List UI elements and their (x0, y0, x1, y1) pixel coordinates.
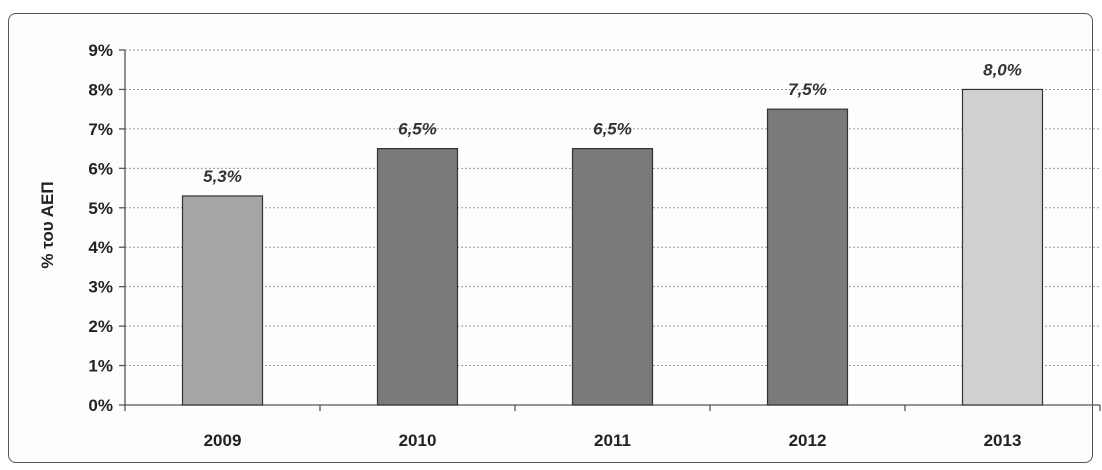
bar-2013 (961, 88, 1044, 406)
y-axis-title: % του ΑΕΠ (38, 181, 57, 268)
data-label-2009: 5,3% (203, 167, 242, 186)
y-tick-label: 3% (88, 278, 113, 297)
data-label-2013: 8,0% (983, 60, 1022, 79)
bar-2009 (181, 195, 264, 406)
y-tick-label: 9% (88, 41, 113, 60)
bar-2011 (571, 148, 654, 406)
y-tick-label: 7% (88, 120, 113, 139)
bar-2010 (376, 148, 459, 406)
x-tick-label-2013: 2013 (984, 431, 1022, 450)
x-tick-label-2010: 2010 (399, 431, 437, 450)
y-tick-label: 2% (88, 317, 113, 336)
data-label-2012: 7,5% (788, 80, 827, 99)
x-tick-label-2011: 2011 (594, 431, 631, 450)
y-tick-label: 8% (88, 80, 113, 99)
bar-2012 (766, 108, 849, 406)
y-tick-label: 4% (88, 238, 113, 257)
y-tick-label: 5% (88, 199, 113, 218)
data-label-2010: 6,5% (398, 120, 437, 139)
y-tick-label: 6% (88, 159, 113, 178)
x-tick-label-2009: 2009 (204, 431, 242, 450)
x-tick-label-2012: 2012 (789, 431, 827, 450)
y-tick-label: 0% (88, 396, 113, 415)
y-tick-label: 1% (88, 357, 113, 376)
data-label-2011: 6,5% (593, 120, 632, 139)
